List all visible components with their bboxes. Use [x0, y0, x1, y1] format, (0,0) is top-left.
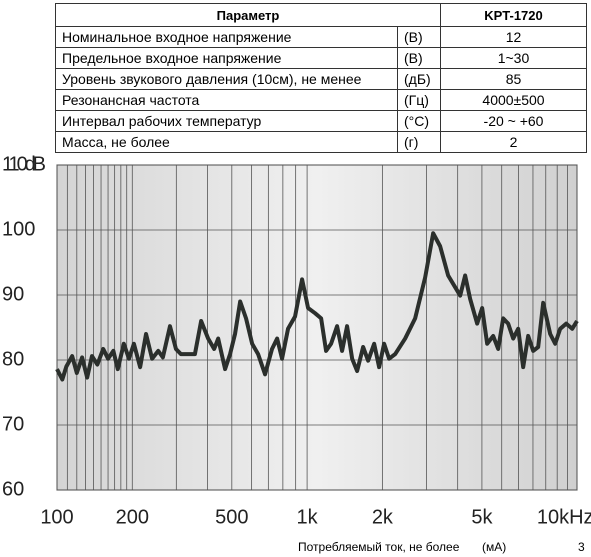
plot-area: [56, 164, 578, 491]
x-tick-label: 5k: [471, 506, 493, 528]
x-tick-label: 500: [215, 506, 248, 528]
table-cell: 85: [440, 68, 587, 90]
param-table: Параметр KPT-1720 Номинальное входное нап…: [55, 3, 587, 153]
table-cell: Резонансная частота: [55, 89, 398, 111]
x-tick-label: 2k: [372, 506, 394, 528]
y-tick-label: 110dB: [2, 153, 46, 175]
table-cell: 2: [440, 131, 587, 153]
x-tick-label: 200: [116, 506, 149, 528]
response-curve: [55, 231, 579, 382]
table-cell: (°С): [397, 110, 441, 132]
y-tick-label: 60: [2, 478, 24, 500]
footer-label: Потребляемый ток, не более: [298, 540, 460, 554]
header-cell: Параметр: [55, 3, 441, 27]
footer-unit: (мА): [482, 540, 507, 554]
y-tick-label: 100: [2, 218, 35, 240]
table-cell: (дБ): [397, 68, 441, 90]
footer-value: 3: [578, 540, 585, 554]
y-tick-label: 90: [2, 283, 24, 305]
x-tick-label: 1k: [297, 506, 319, 528]
table-cell: (В): [397, 47, 441, 69]
x-tick-label: 100: [40, 506, 73, 528]
y-tick-label: 80: [2, 348, 24, 370]
table-cell: Интервал рабочих температур: [55, 110, 398, 132]
table-cell: 12: [440, 26, 587, 48]
y-tick-label: 70: [2, 413, 24, 435]
header-cell: KPT-1720: [440, 3, 587, 27]
table-cell: Масса, не более: [55, 131, 398, 153]
chart: 60 70 80 90 100 110dB 100 200 500 1k 2k 5k 10kHz: [2, 153, 591, 528]
table-cell: 1~30: [440, 47, 587, 69]
x-tick-label: 10kHz: [537, 506, 591, 528]
table-cell: (г): [397, 131, 441, 153]
